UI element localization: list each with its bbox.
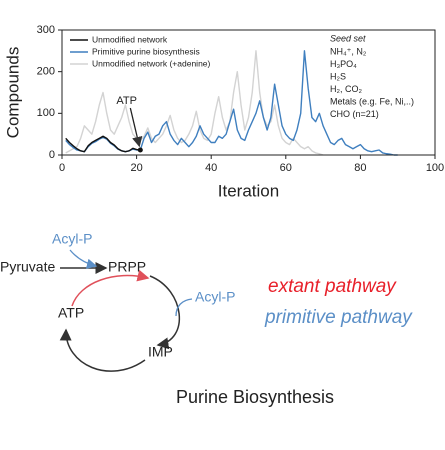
annotation-label: ATP	[116, 95, 137, 107]
y-tick-label: 200	[37, 66, 55, 78]
seed-set-item: H₂, CO₂	[330, 84, 362, 94]
seed-set-item: H₃PO₄	[330, 59, 357, 69]
y-tick-label: 100	[37, 107, 55, 119]
imp-label: IMP	[148, 344, 173, 360]
seed-set-item: Metals (e.g. Fe, Ni,..)	[330, 96, 414, 106]
prpp-label: PRPP	[108, 259, 146, 275]
seed-set-title: Seed set	[330, 33, 366, 43]
annotation-arrow	[129, 107, 143, 148]
seed-set-item: NH₄⁺, N₂	[330, 46, 367, 56]
extant-label: extant pathway	[268, 276, 397, 297]
series-line	[65, 135, 141, 153]
prpp-imp-arrow	[149, 275, 181, 350]
seed-set-item: CHO (n=21)	[330, 109, 379, 119]
acyl-p-arrow	[69, 249, 98, 269]
acyl-p-right-line	[175, 298, 193, 317]
x-tick-label: 20	[130, 162, 142, 174]
atp-label: ATP	[58, 305, 84, 321]
annotation-point	[137, 147, 143, 153]
extant-arrow	[71, 269, 150, 307]
caption: Purine Biosynthesis	[176, 387, 334, 407]
plot-frame	[61, 29, 436, 156]
legend-label: Primitive purine biosynthesis	[92, 46, 200, 56]
legend-label: Unmodified network	[92, 34, 168, 44]
x-tick-label: 0	[59, 162, 65, 174]
y-axis-label: Compounds	[3, 47, 22, 139]
y-tick-label: 0	[49, 149, 55, 161]
seed-set-item: H₂S	[330, 71, 346, 81]
series-line	[65, 50, 324, 156]
x-tick-label: 40	[205, 162, 217, 174]
legend-label: Unmodified network (+adenine)	[92, 58, 211, 68]
pyruvate-label: Pyruvate	[0, 259, 55, 275]
primitive-label: primitive pathway	[264, 307, 413, 328]
acyl-p-label: Acyl-P	[52, 231, 92, 247]
x-tick-label: 60	[280, 162, 292, 174]
y-tick-label: 300	[37, 24, 55, 36]
imp-atp-arrow	[59, 328, 146, 372]
acyl-p-label: Acyl-P	[195, 289, 235, 305]
x-axis-label: Iteration	[218, 181, 279, 200]
x-tick-label: 100	[426, 162, 444, 174]
x-tick-label: 80	[354, 162, 366, 174]
